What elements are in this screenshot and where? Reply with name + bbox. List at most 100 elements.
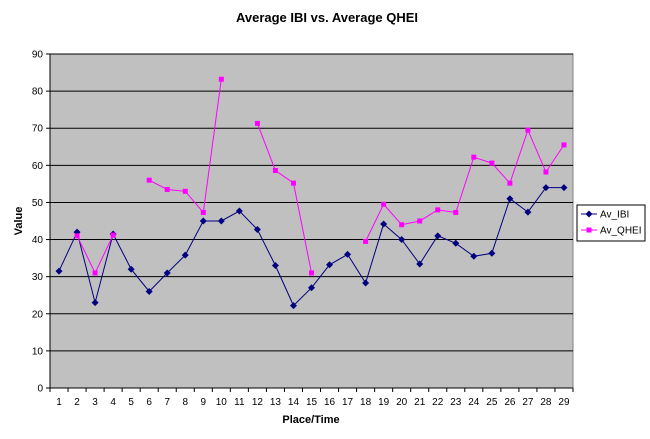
x-tick-label: 15: [306, 397, 318, 408]
data-point: [488, 249, 496, 257]
x-axis-ticks: 1 2 3 4 5 6 7 8 9 10 11 12 13 14 15 16 17 18 19 20 21 22 23 24 2…: [49, 388, 574, 408]
y-tick-label: 30: [32, 272, 44, 283]
data-point: [271, 262, 279, 270]
data-point: [200, 209, 206, 215]
data-point: [181, 251, 189, 259]
x-tick-label: 16: [324, 397, 336, 408]
y-tick-label: 80: [32, 87, 44, 98]
data-point: [289, 302, 297, 310]
x-tick-label: 5: [128, 397, 134, 408]
data-point: [434, 232, 442, 240]
chart-title: Average IBI vs. Average QHEI: [236, 10, 418, 25]
plot-area: [49, 53, 574, 389]
y-tick-label: 0: [37, 384, 43, 395]
data-point: [542, 184, 550, 192]
data-point: [164, 186, 170, 192]
legend-marker: [586, 227, 592, 233]
x-tick-label: 23: [450, 397, 462, 408]
x-tick-label: 21: [414, 397, 426, 408]
y-tick-label: 50: [32, 198, 44, 209]
data-point: [290, 180, 296, 186]
data-point: [110, 232, 116, 238]
data-point: [363, 238, 369, 244]
series-line: [365, 128, 565, 242]
x-tick-label: 10: [216, 397, 228, 408]
data-point: [452, 239, 460, 247]
y-axis-ticks: 0 10 20 30 40 50 60 70 80 90: [32, 50, 50, 395]
x-tick-label: 1: [56, 397, 62, 408]
x-tick-label: 22: [432, 397, 444, 408]
data-point: [560, 184, 568, 192]
data-point: [182, 188, 188, 194]
x-tick-label: 18: [360, 397, 372, 408]
data-point: [254, 120, 260, 126]
data-point: [524, 208, 532, 216]
series-Av_IBI: [55, 184, 568, 310]
data-point: [416, 260, 424, 268]
data-point: [471, 154, 477, 160]
series-Av_QHEI: [74, 76, 567, 276]
data-point: [326, 261, 334, 269]
x-tick-label: 26: [504, 397, 516, 408]
y-tick-label: 20: [32, 309, 44, 320]
data-point: [417, 218, 423, 224]
data-point: [470, 252, 478, 260]
data-point: [145, 288, 153, 296]
legend-label: Av_IBI: [600, 210, 629, 221]
data-point: [489, 160, 495, 166]
x-tick-label: 14: [288, 397, 300, 408]
legend: Av_IBI Av_QHEI: [576, 204, 646, 242]
series-layer: [55, 76, 568, 310]
x-tick-label: 27: [522, 397, 534, 408]
x-axis-title: Place/Time: [282, 414, 339, 426]
data-point: [398, 236, 406, 244]
x-tick-label: 29: [558, 397, 570, 408]
x-tick-label: 13: [270, 397, 282, 408]
x-tick-label: 2: [74, 397, 80, 408]
data-point: [381, 201, 387, 207]
data-point: [309, 270, 314, 276]
x-tick-label: 24: [468, 397, 480, 408]
x-tick-label: 19: [378, 397, 390, 408]
x-tick-label: 4: [110, 397, 116, 408]
y-tick-label: 70: [32, 124, 44, 135]
y-tick-label: 10: [32, 346, 44, 357]
x-tick-label: 20: [396, 397, 408, 408]
y-tick-label: 90: [32, 50, 44, 61]
data-point: [525, 127, 531, 133]
data-point: [55, 267, 63, 275]
data-point: [561, 142, 567, 148]
data-point: [308, 284, 315, 292]
legend-label: Av_QHEI: [600, 226, 642, 237]
data-point: [399, 222, 405, 228]
legend-box: [576, 204, 646, 242]
x-tick-label: 12: [252, 397, 264, 408]
data-point: [163, 269, 171, 277]
data-point: [74, 233, 80, 239]
x-tick-label: 7: [164, 397, 170, 408]
data-point: [199, 217, 207, 225]
data-point: [362, 279, 370, 287]
y-axis-title: Value: [13, 207, 25, 236]
y-tick-label: 60: [32, 161, 44, 172]
data-point: [507, 180, 513, 186]
series-line: [256, 123, 312, 274]
data-point: [543, 169, 549, 175]
data-point: [127, 265, 135, 273]
x-tick-label: 28: [540, 397, 552, 408]
data-point: [218, 76, 224, 82]
data-point: [146, 177, 152, 183]
x-tick-label: 17: [342, 397, 354, 408]
legend-marker: [585, 210, 593, 218]
data-point: [92, 270, 98, 276]
data-point: [217, 217, 225, 225]
x-tick-label: 25: [486, 397, 498, 408]
x-tick-label: 9: [201, 397, 207, 408]
data-point: [91, 299, 99, 307]
data-point: [253, 226, 261, 234]
y-tick-label: 40: [32, 235, 44, 246]
x-tick-label: 6: [146, 397, 152, 408]
data-point: [435, 207, 441, 213]
data-point: [235, 207, 243, 215]
